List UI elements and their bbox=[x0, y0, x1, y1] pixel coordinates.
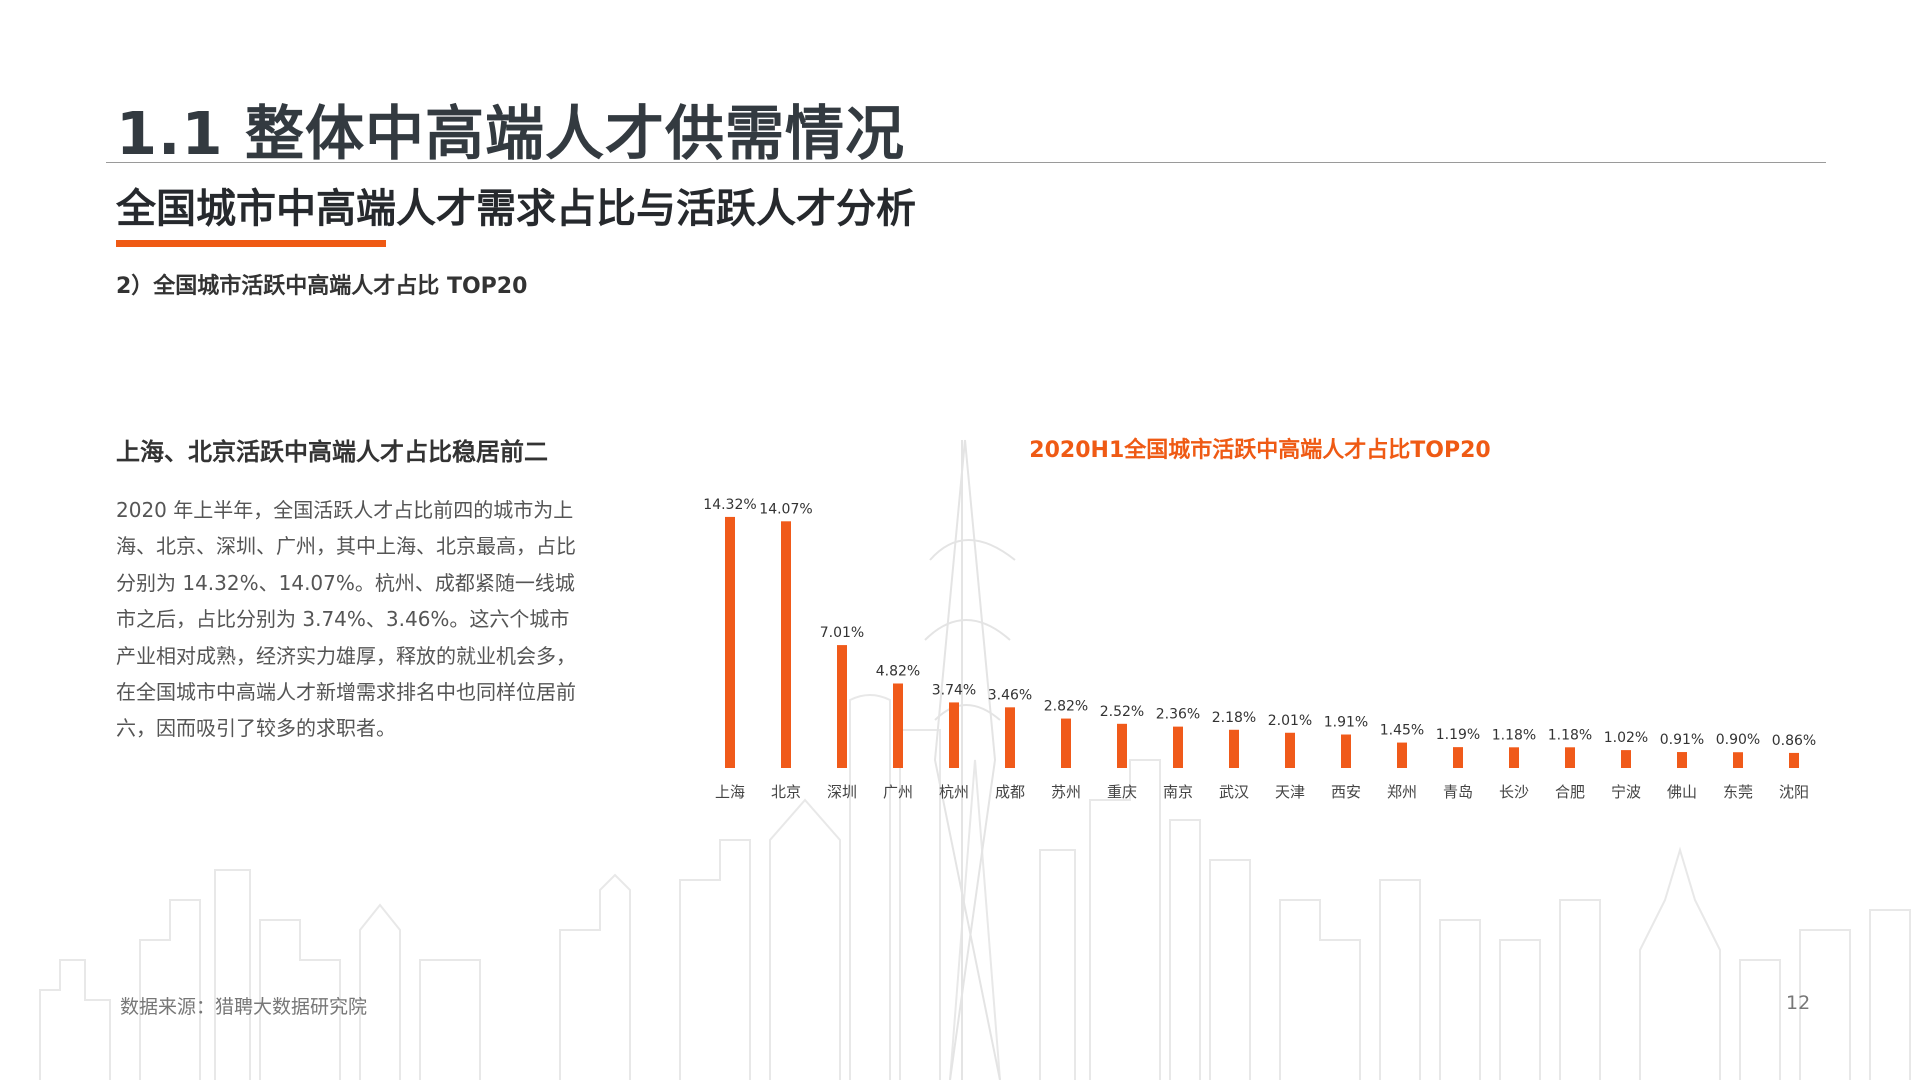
value-label-佛山: 0.91% bbox=[1660, 732, 1704, 748]
value-label-北京: 14.07% bbox=[759, 501, 812, 517]
category-label-青岛: 青岛 bbox=[1443, 783, 1473, 801]
bar-长沙 bbox=[1509, 747, 1519, 768]
value-label-深圳: 7.01% bbox=[820, 625, 864, 641]
insight-paragraph: 2020 年上半年，全国活跃人才占比前四的城市为上海、北京、深圳、广州，其中上海… bbox=[116, 498, 576, 741]
title-divider bbox=[106, 162, 1826, 163]
subsection-title: 2）全国城市活跃中高端人才占比 TOP20 bbox=[116, 274, 528, 299]
category-label-长沙: 长沙 bbox=[1499, 783, 1529, 801]
value-label-武汉: 2.18% bbox=[1212, 710, 1256, 726]
category-label-沈阳: 沈阳 bbox=[1779, 783, 1809, 801]
category-label-成都: 成都 bbox=[995, 783, 1025, 801]
title-accent-bar bbox=[116, 240, 386, 247]
bar-北京 bbox=[781, 521, 791, 768]
category-label-南京: 南京 bbox=[1163, 783, 1193, 801]
bar-广州 bbox=[893, 683, 903, 768]
bar-天津 bbox=[1285, 732, 1295, 768]
category-label-合肥: 合肥 bbox=[1555, 783, 1585, 801]
category-label-郑州: 郑州 bbox=[1387, 783, 1417, 801]
value-label-西安: 1.91% bbox=[1324, 715, 1368, 731]
value-label-沈阳: 0.86% bbox=[1772, 733, 1816, 749]
bar-郑州 bbox=[1397, 742, 1407, 768]
bar-青岛 bbox=[1453, 747, 1463, 768]
bar-合肥 bbox=[1565, 747, 1575, 768]
value-label-合肥: 1.18% bbox=[1548, 727, 1592, 743]
value-label-青岛: 1.19% bbox=[1436, 727, 1480, 743]
value-label-上海: 14.32% bbox=[703, 497, 756, 513]
category-label-北京: 北京 bbox=[771, 783, 801, 801]
bar-深圳 bbox=[837, 645, 847, 768]
bar-成都 bbox=[1005, 707, 1015, 768]
category-label-杭州: 杭州 bbox=[939, 783, 969, 801]
category-label-深圳: 深圳 bbox=[827, 783, 857, 801]
value-label-天津: 2.01% bbox=[1268, 713, 1312, 729]
insight-heading: 上海、北京活跃中高端人才占比稳居前二 bbox=[116, 438, 548, 466]
bar-佛山 bbox=[1677, 752, 1687, 768]
bar-杭州 bbox=[949, 702, 959, 768]
category-label-佛山: 佛山 bbox=[1667, 783, 1697, 801]
page-title: 1.1 整体中高端人才供需情况 bbox=[116, 99, 906, 168]
value-label-广州: 4.82% bbox=[876, 663, 920, 679]
bar-重庆 bbox=[1117, 723, 1127, 768]
value-label-成都: 3.46% bbox=[988, 687, 1032, 703]
category-label-宁波: 宁波 bbox=[1611, 783, 1641, 801]
category-label-苏州: 苏州 bbox=[1051, 783, 1081, 801]
value-label-长沙: 1.18% bbox=[1492, 727, 1536, 743]
value-label-南京: 2.36% bbox=[1156, 707, 1200, 723]
category-label-东莞: 东莞 bbox=[1723, 783, 1753, 801]
value-label-苏州: 2.82% bbox=[1044, 699, 1088, 715]
page-number: 12 bbox=[1786, 992, 1811, 1014]
bar-苏州 bbox=[1061, 718, 1071, 768]
bar-chart: 14.32% 上海 14.07% 北京 7.01% 深圳 4.82% 广州 3.74% 杭州 3.4… bbox=[703, 497, 1816, 801]
bar-东莞 bbox=[1733, 752, 1743, 768]
category-label-上海: 上海 bbox=[715, 783, 745, 801]
bar-西安 bbox=[1341, 734, 1351, 768]
value-label-杭州: 3.74% bbox=[932, 682, 976, 698]
value-label-东莞: 0.90% bbox=[1716, 732, 1760, 748]
category-label-西安: 西安 bbox=[1331, 783, 1361, 801]
category-label-广州: 广州 bbox=[883, 783, 913, 801]
bar-沈阳 bbox=[1789, 752, 1799, 768]
category-label-天津: 天津 bbox=[1275, 783, 1305, 801]
value-label-郑州: 1.45% bbox=[1380, 723, 1424, 739]
bar-上海 bbox=[725, 516, 735, 768]
value-label-重庆: 2.52% bbox=[1100, 704, 1144, 720]
bar-宁波 bbox=[1621, 750, 1631, 768]
data-source-note: 数据来源：猎聘大数据研究院 bbox=[120, 996, 368, 1018]
bar-南京 bbox=[1173, 726, 1183, 768]
category-label-武汉: 武汉 bbox=[1219, 783, 1249, 801]
bar-武汉 bbox=[1229, 729, 1239, 768]
section-title: 全国城市中高端人才需求占比与活跃人才分析 bbox=[116, 186, 916, 232]
chart-title: 2020H1全国城市活跃中高端人才占比TOP20 bbox=[1029, 438, 1491, 463]
value-label-宁波: 1.02% bbox=[1604, 730, 1648, 746]
category-label-重庆: 重庆 bbox=[1107, 783, 1137, 801]
